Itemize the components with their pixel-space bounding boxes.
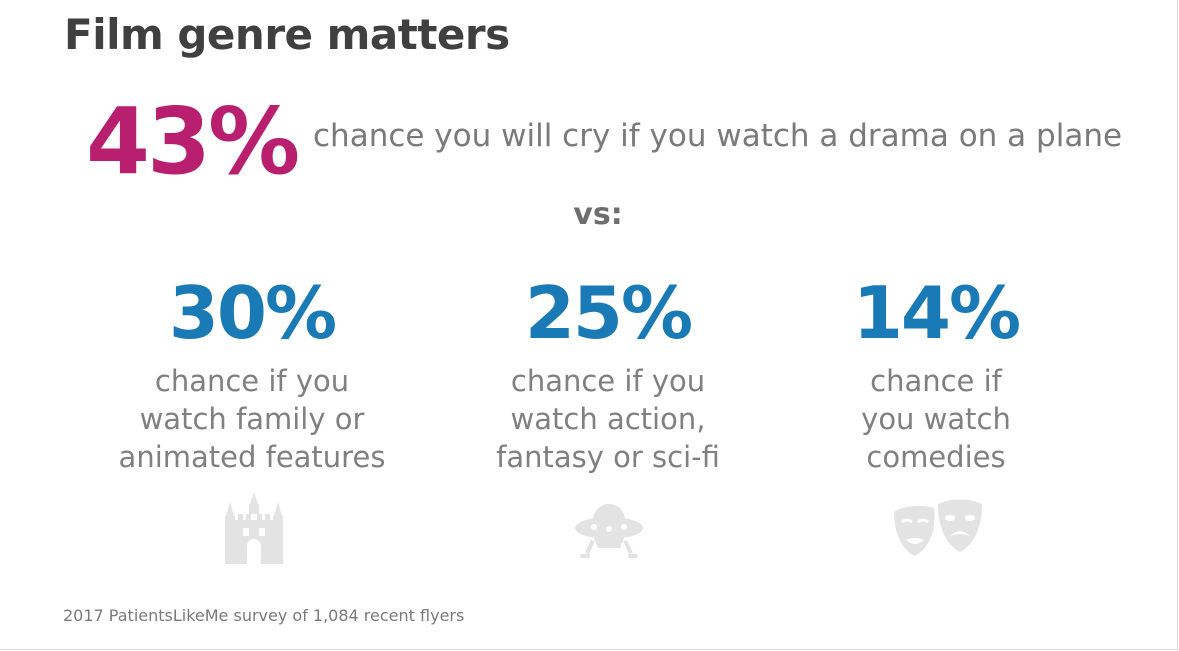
stat-description-line: chance if: [870, 364, 1002, 398]
stat-description-line: fantasy or sci-fi: [496, 440, 720, 474]
stat-description-line: animated features: [118, 440, 386, 474]
stat-description-line: you watch: [861, 402, 1011, 436]
stat-value: 30%: [168, 271, 337, 355]
stat-description: chance if you watch comedies: [851, 362, 1021, 476]
stat-column-action: 25% chance if you watch action, fantasy …: [443, 270, 773, 476]
stat-column-family: 30% chance if you watch family or animat…: [87, 270, 417, 476]
headline-text: chance you will cry if you watch a drama…: [313, 118, 1123, 154]
headline-stat: 43%: [86, 88, 300, 195]
theater-masks-icon: [892, 490, 984, 564]
stat-value: 25%: [524, 271, 693, 355]
stat-description-line: watch action,: [510, 402, 706, 436]
footnote: 2017 PatientsLikeMe survey of 1,084 rece…: [63, 606, 465, 625]
stat-column-comedy: 14% chance if you watch comedies: [771, 270, 1101, 476]
stat-description: chance if you watch family or animated f…: [107, 362, 397, 476]
castle-icon: [222, 490, 286, 564]
stat-description-line: comedies: [866, 440, 1006, 474]
vs-label: vs:: [573, 197, 623, 232]
stat-description-line: chance if you: [154, 364, 350, 398]
stat-description-line: watch family or: [139, 402, 365, 436]
stat-description: chance if you watch action, fantasy or s…: [483, 362, 733, 476]
stat-description-line: chance if you: [510, 364, 706, 398]
stat-value: 14%: [852, 271, 1021, 355]
ufo-icon: [574, 490, 644, 564]
page-title: Film genre matters: [64, 10, 510, 59]
